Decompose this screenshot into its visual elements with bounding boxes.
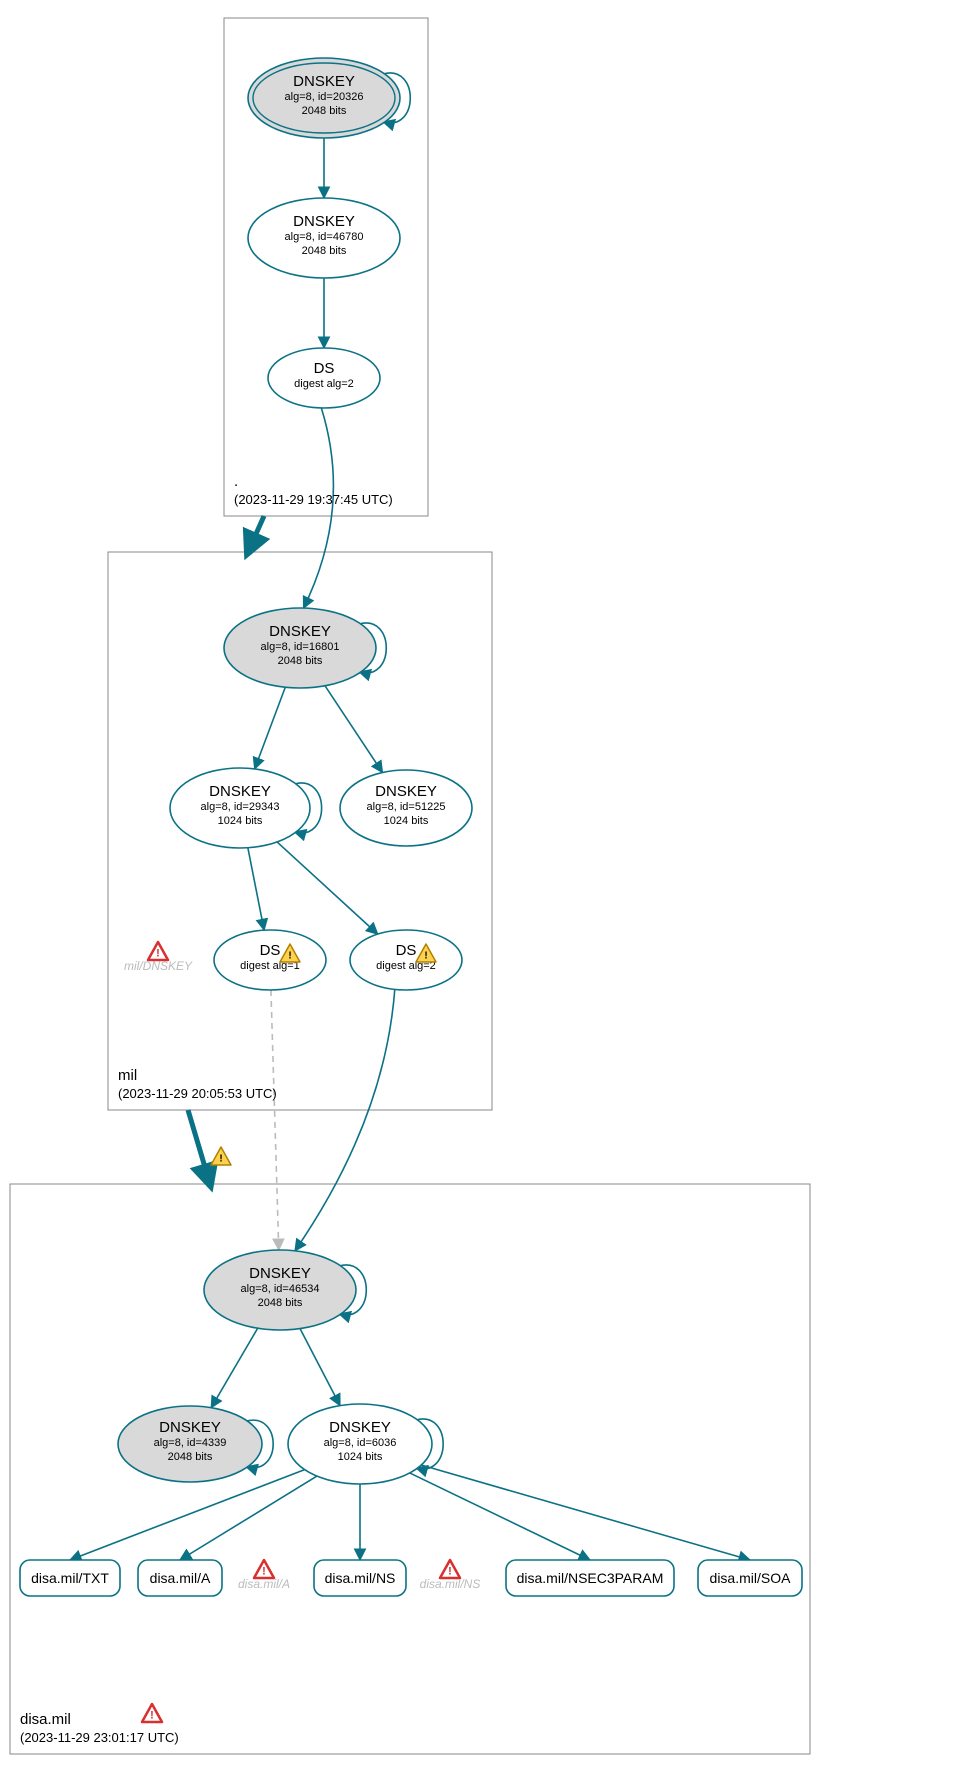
node-text: 2048 bits xyxy=(278,655,323,667)
zone-timestamp-disa: (2023-11-29 23:01:17 UTC) xyxy=(20,1730,179,1745)
node-text: DNSKEY xyxy=(159,1419,221,1436)
zone-label-disa: disa.mil xyxy=(20,1711,71,1728)
node-text: 2048 bits xyxy=(258,1297,303,1309)
node-text: DNSKEY xyxy=(375,783,437,800)
node-text: DNSKEY xyxy=(209,783,271,800)
node-text: DS xyxy=(260,942,281,959)
delegation-edge xyxy=(248,516,264,552)
node-text: alg=8, id=29343 xyxy=(201,801,280,813)
node-root_key1: DNSKEYalg=8, id=20326 2048 bits xyxy=(248,58,400,138)
node-text: 1024 bits xyxy=(218,815,263,827)
node-text: alg=8, id=46780 xyxy=(285,231,364,243)
node-text: alg=8, id=20326 xyxy=(285,91,364,103)
node-mil_key1: DNSKEYalg=8, id=16801 2048 bits xyxy=(224,608,376,688)
rr-label: disa.mil/SOA xyxy=(710,1570,792,1586)
node-mil_key3: DNSKEYalg=8, id=51225 1024 bits xyxy=(340,770,472,846)
node-text: 1024 bits xyxy=(384,815,429,827)
node-disa_key3: DNSKEYalg=8, id=6036 1024 bits xyxy=(288,1404,432,1484)
red-warning-icon: ! xyxy=(254,1560,274,1578)
zone-timestamp-root: (2023-11-29 19:37:45 UTC) xyxy=(234,492,393,507)
rr-label: disa.mil/NSEC3PARAM xyxy=(517,1570,664,1586)
node-root_key2: DNSKEYalg=8, id=46780 2048 bits xyxy=(248,198,400,278)
svg-text:!: ! xyxy=(219,1154,222,1165)
node-text: DNSKEY xyxy=(269,623,331,640)
node-disa_neg: ! xyxy=(142,1704,162,1722)
node-text: alg=8, id=4339 xyxy=(154,1437,227,1449)
node-text: alg=8, id=46534 xyxy=(241,1283,320,1295)
svg-text:!: ! xyxy=(448,1566,452,1578)
edge xyxy=(211,1328,257,1407)
zone-label-mil: mil xyxy=(118,1067,137,1084)
rr-label: disa.mil/NS xyxy=(325,1570,396,1586)
negative-label: disa.mil/A xyxy=(238,1577,290,1591)
node-text: 2048 bits xyxy=(168,1451,213,1463)
node-rr_ns_neg: !disa.mil/NS xyxy=(420,1560,481,1591)
node-text: digest alg=2 xyxy=(294,378,354,390)
negative-label: disa.mil/NS xyxy=(420,1577,481,1591)
edge xyxy=(325,686,382,773)
edge xyxy=(421,1465,750,1560)
edge xyxy=(277,842,378,934)
node-text: alg=8, id=16801 xyxy=(261,641,340,653)
node-mil_key2: DNSKEYalg=8, id=29343 1024 bits xyxy=(170,768,310,848)
yellow-warning-icon: ! xyxy=(211,1147,231,1165)
rr-label: disa.mil/A xyxy=(150,1570,211,1586)
node-mil_ds2: DSdigest alg=2! xyxy=(350,930,462,990)
zone-timestamp-mil: (2023-11-29 20:05:53 UTC) xyxy=(118,1086,277,1101)
svg-text:!: ! xyxy=(288,951,291,962)
edge xyxy=(295,989,395,1250)
node-text: DS xyxy=(314,360,335,377)
edge xyxy=(70,1470,305,1560)
node-text: DNSKEY xyxy=(329,1419,391,1436)
svg-text:!: ! xyxy=(156,948,160,960)
node-text: 1024 bits xyxy=(338,1451,383,1463)
node-root_ds: DSdigest alg=2 xyxy=(268,348,380,408)
red-warning-icon: ! xyxy=(142,1704,162,1722)
node-text: alg=8, id=51225 xyxy=(367,801,446,813)
red-warning-icon: ! xyxy=(440,1560,460,1578)
edge xyxy=(304,408,334,608)
node-text: DNSKEY xyxy=(293,73,355,90)
svg-text:!: ! xyxy=(262,1566,266,1578)
zone-label-root: . xyxy=(234,473,238,490)
edge xyxy=(271,990,279,1250)
red-warning-icon: ! xyxy=(148,942,168,960)
rr-label: disa.mil/TXT xyxy=(31,1570,109,1586)
edge xyxy=(300,1329,340,1406)
edge xyxy=(255,687,286,769)
node-text: DNSKEY xyxy=(293,213,355,230)
node-text: 2048 bits xyxy=(302,245,347,257)
node-mil_dnskey_neg: !mil/DNSKEY xyxy=(124,942,193,973)
node-disa_key2: DNSKEYalg=8, id=4339 2048 bits xyxy=(118,1406,262,1482)
node-rr_a: disa.mil/A xyxy=(138,1560,222,1596)
node-rr_nsec3: disa.mil/NSEC3PARAM xyxy=(506,1560,674,1596)
node-text: DS xyxy=(396,942,417,959)
node-rr_txt: disa.mil/TXT xyxy=(20,1560,120,1596)
node-text: DNSKEY xyxy=(249,1265,311,1282)
edge xyxy=(180,1476,317,1560)
negative-label: mil/DNSKEY xyxy=(124,959,193,973)
node-rr_soa: disa.mil/SOA xyxy=(698,1560,802,1596)
delegation-edge xyxy=(188,1110,210,1184)
edge xyxy=(248,848,264,930)
node-text: alg=8, id=6036 xyxy=(324,1437,397,1449)
edge xyxy=(410,1473,590,1560)
node-disa_key1: DNSKEYalg=8, id=46534 2048 bits xyxy=(204,1250,356,1330)
node-rr_ns: disa.mil/NS xyxy=(314,1560,406,1596)
svg-text:!: ! xyxy=(424,951,427,962)
node-text: 2048 bits xyxy=(302,105,347,117)
node-mil_ds1: DSdigest alg=1! xyxy=(214,930,326,990)
svg-text:!: ! xyxy=(150,1710,154,1722)
dnssec-diagram: ! DNSKEYalg=8, id=203262048 bitsDNSKEYal… xyxy=(0,0,963,1782)
node-rr_a_neg: !disa.mil/A xyxy=(238,1560,290,1591)
